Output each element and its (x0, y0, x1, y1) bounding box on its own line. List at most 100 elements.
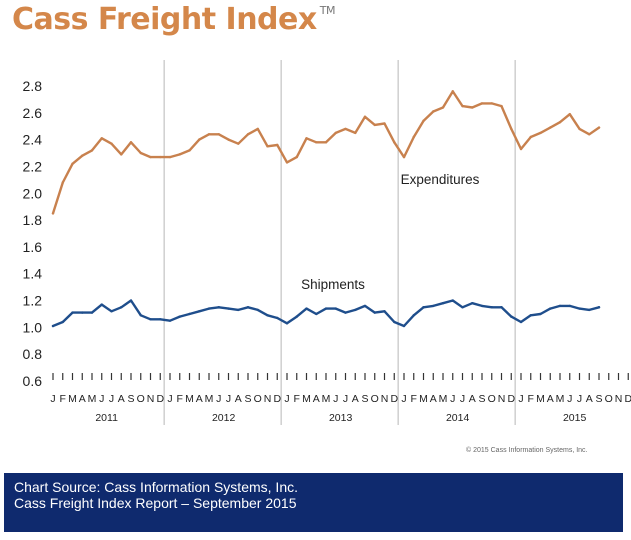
data-point-shipments (168, 319, 172, 322)
data-point-expenditures (324, 141, 328, 144)
month-label: N (147, 393, 155, 405)
y-tick-label: 0.8 (23, 346, 43, 362)
month-label: J (518, 393, 523, 405)
data-point-shipments (305, 307, 308, 310)
month-label: D (156, 393, 164, 405)
month-label: M (88, 393, 97, 405)
month-label: D (507, 393, 515, 405)
series-annotation: Shipments (301, 277, 365, 292)
data-point-expenditures (490, 102, 493, 105)
data-point-expenditures (519, 147, 523, 151)
data-point-expenditures (510, 127, 513, 131)
y-tick-label: 1.4 (23, 266, 43, 282)
month-label: J (401, 393, 406, 405)
month-label: J (167, 393, 172, 405)
data-point-expenditures (71, 162, 74, 165)
month-label: M (419, 393, 428, 405)
data-point-expenditures (276, 143, 279, 147)
month-label: F (177, 393, 183, 405)
data-point-expenditures (198, 138, 201, 141)
y-tick-label: 1.2 (23, 293, 43, 309)
data-point-shipments (188, 312, 191, 316)
data-point-shipments (441, 302, 445, 305)
month-label: O (488, 393, 496, 405)
data-point-shipments (246, 306, 250, 309)
data-point-expenditures (480, 102, 484, 105)
data-point-expenditures (51, 212, 55, 215)
data-point-shipments (412, 314, 415, 317)
data-point-expenditures (110, 142, 113, 145)
data-point-expenditures (471, 106, 474, 109)
data-point-shipments (471, 302, 474, 305)
data-point-shipments (373, 311, 376, 314)
data-point-expenditures (315, 141, 318, 144)
data-point-shipments (295, 315, 298, 318)
month-label: M (322, 393, 331, 405)
data-point-expenditures (500, 104, 503, 108)
y-tick-label: 1.0 (23, 319, 43, 335)
data-point-expenditures (383, 122, 386, 125)
month-label: A (196, 393, 203, 405)
data-point-expenditures (393, 141, 396, 144)
data-point-expenditures (451, 90, 454, 93)
data-point-expenditures (354, 131, 357, 135)
data-point-expenditures (568, 112, 571, 116)
data-point-shipments (510, 315, 513, 318)
data-point-shipments (90, 311, 94, 314)
data-point-expenditures (188, 149, 191, 152)
data-point-shipments (588, 308, 591, 312)
data-point-shipments (363, 304, 367, 308)
data-point-expenditures (402, 155, 406, 159)
month-label: O (371, 393, 379, 405)
data-point-shipments (578, 307, 581, 310)
data-point-shipments (549, 307, 552, 310)
data-point-shipments (71, 311, 74, 314)
month-label: J (460, 393, 465, 405)
data-point-expenditures (363, 115, 367, 119)
data-point-shipments (198, 310, 201, 313)
month-label: A (547, 393, 554, 405)
data-point-expenditures (412, 135, 415, 139)
data-point-expenditures (539, 131, 542, 135)
data-point-shipments (139, 314, 142, 317)
month-label: S (595, 393, 602, 405)
data-point-shipments (519, 320, 523, 324)
data-point-shipments (217, 306, 220, 309)
source-line-2: Cass Freight Index Report – September 20… (14, 495, 297, 511)
year-label: 2014 (446, 412, 470, 424)
y-tick-label: 2.2 (23, 158, 43, 174)
month-label: A (313, 393, 320, 405)
month-label: J (343, 393, 348, 405)
data-point-expenditures (207, 133, 211, 136)
data-point-expenditures (285, 161, 289, 164)
data-point-shipments (451, 299, 454, 302)
data-point-expenditures (129, 141, 133, 144)
data-point-expenditures (334, 131, 337, 135)
month-label: A (79, 393, 86, 405)
data-point-shipments (110, 310, 113, 313)
month-label: J (50, 393, 55, 405)
data-point-shipments (159, 318, 162, 321)
source-line-1: Chart Source: Cass Information Systems, … (14, 479, 298, 495)
data-point-shipments (383, 310, 386, 313)
data-point-shipments (315, 312, 318, 316)
month-label: S (127, 393, 134, 405)
data-point-shipments (256, 308, 259, 312)
data-point-expenditures (578, 127, 581, 131)
data-point-shipments (422, 306, 425, 309)
data-point-shipments (324, 307, 328, 310)
month-label: A (235, 393, 242, 405)
data-point-shipments (178, 315, 181, 318)
data-point-shipments (402, 324, 406, 328)
month-label: D (390, 393, 398, 405)
month-label: D (624, 393, 631, 405)
month-label: S (361, 393, 368, 405)
data-point-shipments (120, 306, 123, 309)
data-point-expenditures (588, 133, 591, 136)
data-point-shipments (461, 306, 464, 309)
month-label: J (99, 393, 104, 405)
data-point-shipments (558, 304, 562, 308)
month-label: N (615, 393, 623, 405)
y-tick-label: 2.6 (23, 105, 43, 121)
month-label: M (556, 393, 565, 405)
